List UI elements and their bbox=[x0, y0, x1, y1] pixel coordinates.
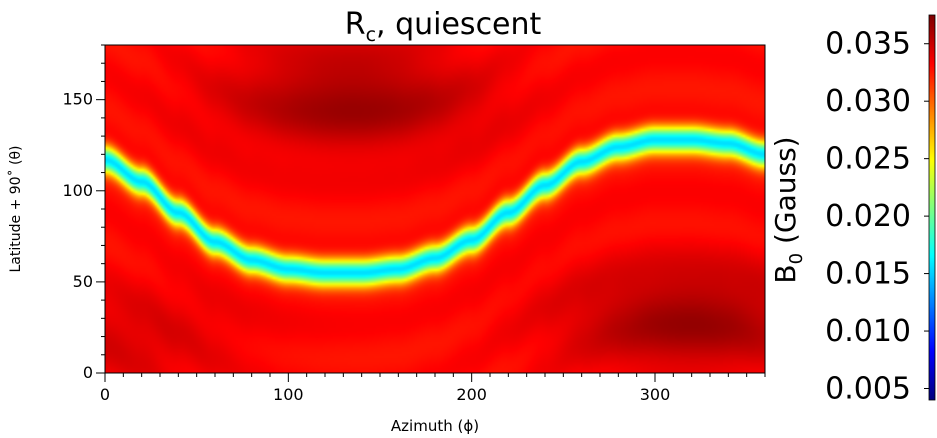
chart-title: Rc, quiescent bbox=[345, 7, 542, 46]
colorbar: 0.005 0.010 0.015 0.020 0.025 0.030 0.035 bbox=[825, 14, 936, 407]
colorbar-gradient bbox=[929, 15, 935, 400]
colorbar-tick-label: 0.035 bbox=[825, 27, 911, 62]
colorbar-tick-label: 0.010 bbox=[825, 314, 911, 349]
colorbar-frame bbox=[928, 14, 936, 401]
x-tick-label: 200 bbox=[456, 385, 487, 404]
heatmap-image bbox=[105, 45, 765, 373]
x-axis: 0 100 200 300 bbox=[100, 373, 766, 404]
y-tick-label: 0 bbox=[83, 363, 93, 382]
y-tick-label: 50 bbox=[73, 272, 93, 291]
x-axis-label: Azimuth (ϕ) bbox=[391, 417, 479, 435]
plot-area bbox=[104, 44, 766, 374]
colorbar-tick-label: 0.015 bbox=[825, 257, 911, 292]
colorbar-ticks: 0.005 0.010 0.015 0.020 0.025 0.030 0.035 bbox=[825, 27, 929, 407]
colorbar-tick-label: 0.025 bbox=[825, 142, 911, 177]
y-tick-label: 150 bbox=[62, 90, 93, 109]
y-tick-label: 100 bbox=[62, 181, 93, 200]
colorbar-label: B0 (Gauss) bbox=[769, 136, 807, 283]
x-tick-label: 0 bbox=[100, 385, 110, 404]
x-tick-label: 100 bbox=[273, 385, 304, 404]
x-tick-label: 300 bbox=[640, 385, 671, 404]
colorbar-tick-label: 0.030 bbox=[825, 84, 911, 119]
y-axis: 0 50 100 150 bbox=[62, 44, 105, 382]
colorbar-tick-label: 0.020 bbox=[825, 199, 911, 234]
y-axis-label: Latitude + 90˚ (θ) bbox=[7, 145, 24, 272]
colorbar-tick-label: 0.005 bbox=[825, 372, 911, 407]
